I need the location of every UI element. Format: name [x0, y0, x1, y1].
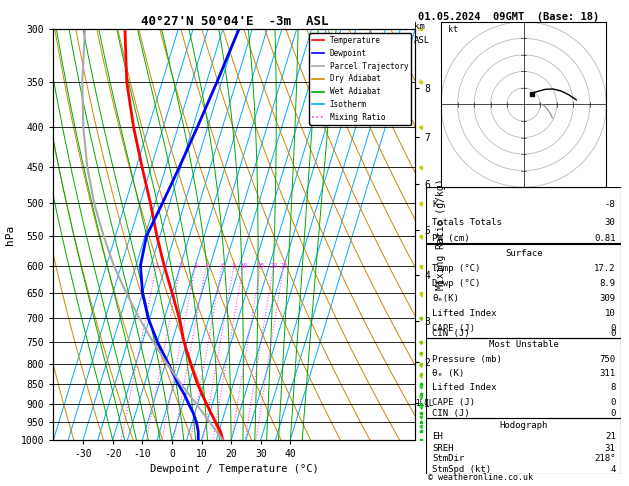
Text: 4: 4 [610, 465, 616, 474]
Text: 01.05.2024  09GMT  (Base: 18): 01.05.2024 09GMT (Base: 18) [418, 12, 599, 22]
Text: 20: 20 [269, 262, 278, 269]
Text: 4: 4 [204, 262, 208, 269]
Text: CAPE (J): CAPE (J) [432, 324, 476, 333]
Text: 311: 311 [599, 369, 616, 378]
Text: 31: 31 [605, 444, 616, 452]
Text: 1: 1 [155, 262, 159, 269]
Text: Totals Totals: Totals Totals [432, 218, 502, 227]
Text: 3: 3 [193, 262, 198, 269]
Text: 21: 21 [605, 432, 616, 441]
Y-axis label: Mixing Ratio (g/kg): Mixing Ratio (g/kg) [436, 179, 445, 290]
Text: 218°: 218° [594, 454, 616, 464]
X-axis label: Dewpoint / Temperature (°C): Dewpoint / Temperature (°C) [150, 465, 319, 474]
Legend: Temperature, Dewpoint, Parcel Trajectory, Dry Adiabat, Wet Adiabat, Isotherm, Mi: Temperature, Dewpoint, Parcel Trajectory… [309, 33, 411, 125]
Text: 0.81: 0.81 [594, 234, 616, 243]
Text: © weatheronline.co.uk: © weatheronline.co.uk [428, 473, 533, 482]
Text: ASL: ASL [414, 36, 430, 46]
Text: Temp (°C): Temp (°C) [432, 264, 481, 273]
Text: 30: 30 [605, 218, 616, 227]
Text: K: K [432, 200, 438, 209]
Text: EH: EH [432, 432, 443, 441]
Text: 15: 15 [257, 262, 265, 269]
Text: 309: 309 [599, 295, 616, 303]
Text: Most Unstable: Most Unstable [489, 340, 559, 349]
Text: 25: 25 [279, 262, 288, 269]
Text: 0: 0 [610, 324, 616, 333]
Text: StmDir: StmDir [432, 454, 465, 464]
Text: 6: 6 [220, 262, 225, 269]
Text: CIN (J): CIN (J) [432, 330, 470, 338]
Text: Hodograph: Hodograph [500, 420, 548, 430]
Text: θₑ(K): θₑ(K) [432, 295, 459, 303]
Text: Surface: Surface [505, 248, 543, 258]
Text: 10: 10 [239, 262, 248, 269]
Text: 8: 8 [232, 262, 236, 269]
Text: 2: 2 [179, 262, 182, 269]
Text: Lifted Index: Lifted Index [432, 310, 497, 318]
Text: 0: 0 [610, 398, 616, 407]
Text: 10: 10 [605, 310, 616, 318]
Title: 40°27'N 50°04'E  -3m  ASL: 40°27'N 50°04'E -3m ASL [140, 15, 328, 28]
Text: SREH: SREH [432, 444, 454, 452]
Text: 8: 8 [610, 383, 616, 392]
Text: 750: 750 [599, 355, 616, 364]
Y-axis label: hPa: hPa [6, 225, 15, 244]
Text: 0: 0 [610, 330, 616, 338]
Text: 1LCL: 1LCL [415, 399, 433, 408]
Text: kt: kt [448, 25, 458, 34]
Text: 0: 0 [610, 409, 616, 418]
Text: 17.2: 17.2 [594, 264, 616, 273]
Text: km: km [414, 22, 425, 31]
Text: θₑ (K): θₑ (K) [432, 369, 465, 378]
Text: PW (cm): PW (cm) [432, 234, 470, 243]
Text: Pressure (mb): Pressure (mb) [432, 355, 502, 364]
Text: Lifted Index: Lifted Index [432, 383, 497, 392]
Text: 8.9: 8.9 [599, 279, 616, 288]
Text: CAPE (J): CAPE (J) [432, 398, 476, 407]
Text: -8: -8 [605, 200, 616, 209]
Text: StmSpd (kt): StmSpd (kt) [432, 465, 491, 474]
Text: Dewp (°C): Dewp (°C) [432, 279, 481, 288]
Text: CIN (J): CIN (J) [432, 409, 470, 418]
